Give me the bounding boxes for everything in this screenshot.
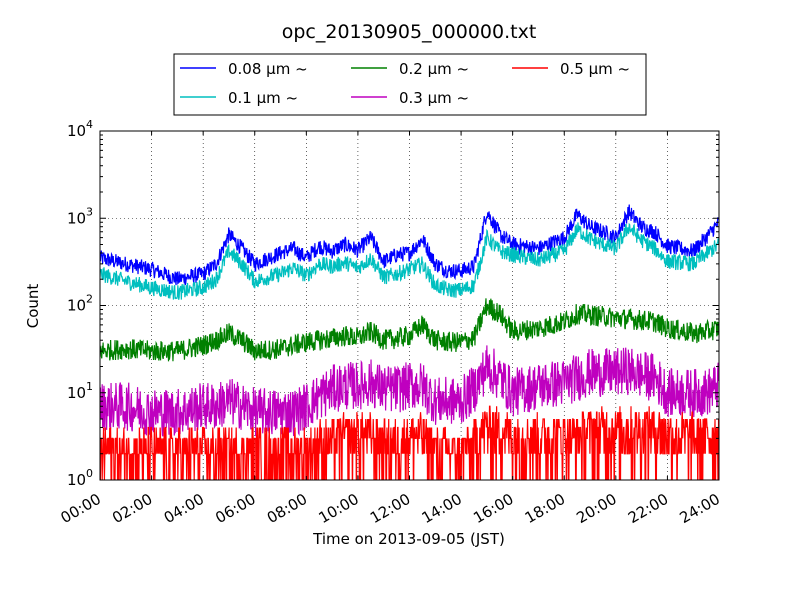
- x-tick-label: 14:00: [419, 490, 465, 527]
- y-tick-label: 104: [67, 118, 93, 140]
- x-axis-title: Time on 2013-09-05 (JST): [312, 530, 505, 548]
- series-line-2: [100, 298, 719, 362]
- x-tick-label: 20:00: [573, 490, 619, 527]
- x-tick-label: 24:00: [677, 490, 723, 527]
- series-line-3: [100, 345, 719, 437]
- legend-label-1: 0.1 μm ~: [228, 89, 298, 107]
- y-tick-label: 100: [67, 467, 93, 489]
- legend-label-0: 0.08 μm ~: [228, 60, 308, 78]
- x-tick-label: 18:00: [522, 490, 568, 527]
- x-tick-label: 06:00: [212, 490, 258, 527]
- series-group: [100, 204, 719, 480]
- x-tick-label: 22:00: [625, 490, 671, 527]
- chart-title: opc_20130905_000000.txt: [282, 21, 537, 43]
- y-tick-label: 103: [67, 205, 93, 227]
- x-tick-label: 00:00: [58, 490, 104, 527]
- legend-label-4: 0.5 μm ~: [560, 60, 630, 78]
- x-tick-label: 04:00: [161, 490, 207, 527]
- legend-frame: [173, 53, 647, 116]
- legend: 0.08 μm ~ 0.1 μm ~ 0.2 μm ~ 0.3 μm ~ 0.5 μm …: [173, 53, 647, 116]
- x-tick-label: 02:00: [109, 490, 155, 527]
- x-tick-label: 10:00: [315, 490, 361, 527]
- y-tick-label: 102: [67, 293, 93, 315]
- x-tick-label: 12:00: [367, 490, 413, 527]
- x-tick-label: 16:00: [470, 490, 516, 527]
- legend-label-2: 0.2 μm ~: [399, 60, 469, 78]
- y-axis-title: Count: [24, 284, 42, 329]
- legend-label-3: 0.3 μm ~: [399, 89, 469, 107]
- y-axis: 100 101 102 103 104: [67, 118, 719, 489]
- series-line-1: [100, 222, 719, 300]
- x-tick-label: 08:00: [264, 490, 310, 527]
- series-line-0: [100, 204, 719, 286]
- y-tick-label: 101: [67, 380, 93, 402]
- series-line-4: [100, 405, 719, 480]
